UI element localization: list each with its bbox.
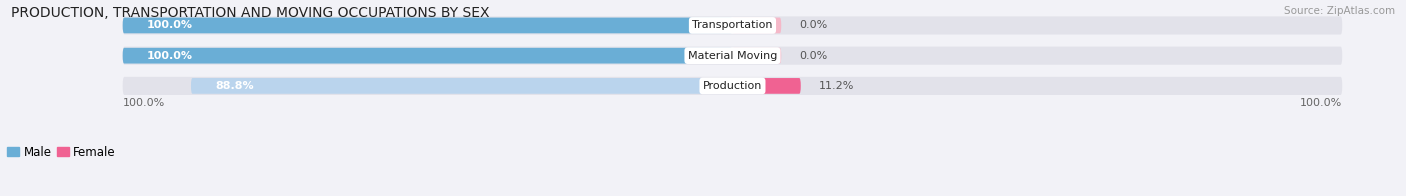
Text: 100.0%: 100.0% <box>122 98 165 108</box>
Text: 0.0%: 0.0% <box>800 20 828 30</box>
Text: Transportation: Transportation <box>692 20 773 30</box>
FancyBboxPatch shape <box>122 77 1343 95</box>
Legend: Male, Female: Male, Female <box>3 141 121 163</box>
FancyBboxPatch shape <box>733 48 782 64</box>
FancyBboxPatch shape <box>122 16 1343 34</box>
Text: Source: ZipAtlas.com: Source: ZipAtlas.com <box>1284 6 1395 16</box>
Text: Production: Production <box>703 81 762 91</box>
Text: 100.0%: 100.0% <box>148 20 193 30</box>
FancyBboxPatch shape <box>191 78 733 94</box>
Text: 88.8%: 88.8% <box>215 81 254 91</box>
Text: 100.0%: 100.0% <box>1301 98 1343 108</box>
Text: 11.2%: 11.2% <box>820 81 855 91</box>
Text: 100.0%: 100.0% <box>148 51 193 61</box>
Text: 0.0%: 0.0% <box>800 51 828 61</box>
FancyBboxPatch shape <box>122 48 733 64</box>
FancyBboxPatch shape <box>122 47 1343 65</box>
Text: Material Moving: Material Moving <box>688 51 778 61</box>
FancyBboxPatch shape <box>733 18 782 33</box>
Text: PRODUCTION, TRANSPORTATION AND MOVING OCCUPATIONS BY SEX: PRODUCTION, TRANSPORTATION AND MOVING OC… <box>11 6 489 20</box>
FancyBboxPatch shape <box>122 18 733 33</box>
FancyBboxPatch shape <box>733 78 801 94</box>
